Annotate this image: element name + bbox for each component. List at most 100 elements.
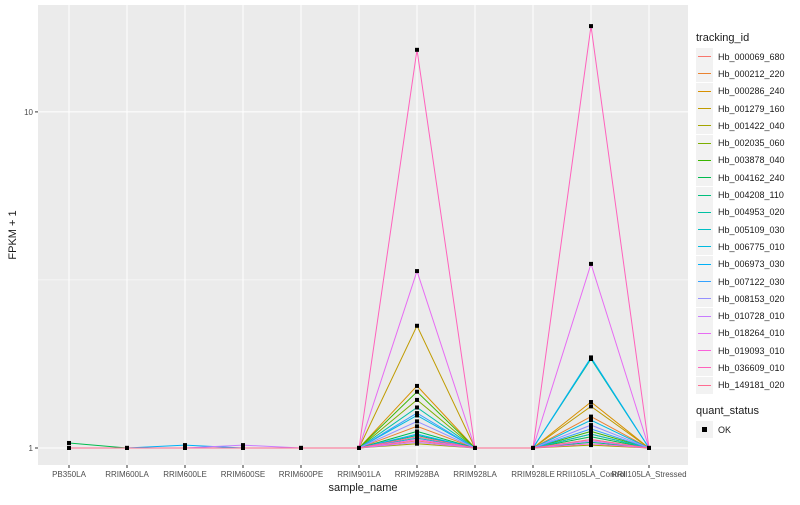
line-swatch-icon [698, 350, 711, 352]
line-swatch-icon [698, 194, 711, 196]
data-point [415, 424, 419, 429]
legend-item: Hb_004162_240 [696, 169, 785, 187]
data-point [415, 440, 419, 445]
data-point [415, 405, 419, 410]
line-swatch-icon [698, 384, 711, 386]
data-point [589, 437, 593, 442]
legend-key [696, 169, 713, 187]
x-tick-label: RRIM901LA [337, 470, 381, 479]
legend-item: Hb_004208_110 [696, 186, 785, 204]
legend-item-ok: OK [696, 421, 759, 439]
data-point [589, 24, 593, 29]
legend-label: Hb_004953_020 [718, 207, 785, 218]
legend-key [696, 134, 713, 152]
legend-label: Hb_019093_010 [718, 345, 785, 356]
legend-label: Hb_002035_060 [718, 138, 785, 149]
legend-key [696, 238, 713, 256]
data-point [415, 389, 419, 394]
x-tick-label: RRIM600LA [105, 470, 149, 479]
legend-item: Hb_149181_020 [696, 376, 785, 394]
data-point [415, 323, 419, 328]
legend-item: Hb_010728_010 [696, 307, 785, 325]
legend-label: Hb_004162_240 [718, 172, 785, 183]
legend-item: Hb_000069_680 [696, 48, 785, 66]
legend-label: Hb_001422_040 [718, 120, 785, 131]
data-point [183, 443, 187, 448]
data-point [415, 432, 419, 437]
x-axis-title: sample_name [328, 482, 397, 494]
legend-label: Hb_006775_010 [718, 241, 785, 252]
legend-label: Hb_036609_010 [718, 362, 785, 373]
color-legend: tracking_id Hb_000069_680 Hb_000212_220 Hb… [696, 32, 785, 394]
legend-label: Hb_008153_020 [718, 293, 785, 304]
legend-item: Hb_006775_010 [696, 238, 785, 256]
line-swatch-icon [698, 315, 711, 317]
x-tick-label: RRIM600SE [221, 470, 265, 479]
x-tick-label: RRIM600LE [163, 470, 207, 479]
legend-item: Hb_001279_160 [696, 100, 785, 118]
legend-item: Hb_019093_010 [696, 342, 785, 360]
legend-item: Hb_008153_020 [696, 290, 785, 308]
line-swatch-icon [698, 367, 711, 369]
x-tick-label: RRIM600PE [279, 470, 323, 479]
legend-label: Hb_004208_110 [718, 190, 784, 201]
line-swatch-icon [698, 125, 711, 127]
quant-status-title: quant_status [696, 405, 759, 417]
line-swatch-icon [698, 108, 711, 110]
line-swatch-icon [698, 177, 711, 179]
data-point [415, 413, 419, 418]
data-point [415, 437, 419, 442]
line-swatch-icon [698, 159, 711, 161]
legend-item: Hb_002035_060 [696, 134, 785, 152]
legend-key [696, 376, 713, 394]
line-swatch-icon [698, 211, 711, 213]
line-swatch-icon [698, 281, 711, 282]
x-tick-label: RRII105LA_Control [556, 470, 626, 479]
line-swatch-icon [698, 332, 711, 334]
data-point [589, 414, 593, 419]
legend-item: Hb_004953_020 [696, 203, 785, 221]
legend-label: Hb_003878_040 [718, 155, 785, 166]
data-point [589, 426, 593, 431]
legend-key [696, 203, 713, 221]
data-point [299, 445, 303, 450]
data-point [183, 445, 187, 450]
legend-label: Hb_000286_240 [718, 86, 785, 97]
data-point [589, 404, 593, 409]
data-point [589, 434, 593, 439]
legend-label: Hb_000069_680 [718, 51, 785, 62]
legend-key [696, 307, 713, 325]
data-point [415, 411, 419, 416]
data-point [415, 47, 419, 52]
data-point [589, 400, 593, 405]
legend-label: Hb_000212_220 [718, 68, 785, 79]
x-tick-label: RRIM928LE [511, 470, 555, 479]
data-point [531, 445, 535, 450]
legend-key [696, 342, 713, 360]
data-point [67, 440, 71, 445]
data-point [589, 418, 593, 423]
legend-item: Hb_001422_040 [696, 117, 785, 135]
y-axis-title: FPKM + 1 [7, 210, 19, 259]
line-swatch-icon [698, 142, 711, 144]
legend-key [696, 65, 713, 83]
legend-label: Hb_005109_030 [718, 224, 785, 235]
y-tick-label: 1 [29, 444, 34, 453]
data-point [647, 445, 651, 450]
legend-item: Hb_006973_030 [696, 255, 785, 273]
panel-background [38, 5, 688, 465]
legend-label: Hb_010728_010 [718, 311, 785, 322]
line-swatch-icon [698, 73, 711, 75]
data-point [241, 443, 245, 448]
legend-key [696, 221, 713, 239]
data-point [67, 445, 71, 450]
legend-key [696, 290, 713, 308]
point-icon [702, 427, 707, 433]
data-point [415, 429, 419, 434]
legend-label: Hb_007122_030 [718, 276, 785, 287]
line-swatch-icon [698, 263, 711, 265]
line-swatch-icon [698, 229, 711, 231]
legend-key [696, 273, 713, 290]
data-point [473, 445, 477, 450]
